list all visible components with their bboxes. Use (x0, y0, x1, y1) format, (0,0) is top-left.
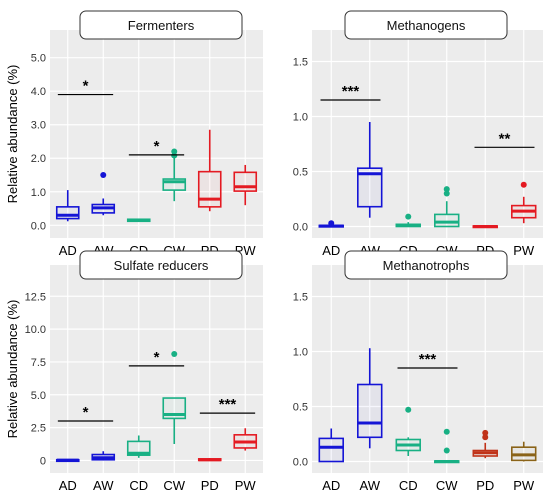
panel-title: Sulfate reducers (114, 258, 209, 273)
box-ad (55, 206, 80, 220)
significance-label: * (154, 138, 160, 155)
plot-background (50, 30, 263, 238)
outlier-point (328, 220, 335, 227)
panel-title: Methanogens (387, 18, 466, 33)
x-tick-label: AD (322, 243, 340, 258)
outlier-point (443, 447, 450, 454)
y-tick-label: 1.0 (293, 112, 308, 124)
title-box (79, 10, 243, 40)
y-tick-label: 0.0 (293, 222, 308, 234)
y-tick-label: 0.5 (293, 167, 308, 179)
panel-sulfate-reducers: ***** 02.55.07.510.012.5 AD AW CD CW PD PW Su… (5, 250, 263, 493)
x-tick-label: AW (360, 478, 381, 493)
y-tick-label: 0.0 (31, 220, 46, 232)
outlier-point (171, 148, 178, 155)
significance-label: *** (419, 351, 437, 368)
y-tick-label: 2.0 (31, 153, 46, 165)
y-axis-label: Relative abundance (%) (5, 300, 20, 439)
box-series (318, 122, 537, 229)
outlier-point (443, 428, 450, 435)
y-tick-label: 1.0 (31, 187, 46, 199)
x-tick-label: CD (399, 478, 418, 493)
plot-background (312, 30, 543, 238)
outlier-point (100, 172, 107, 179)
significance-label: * (83, 404, 89, 421)
x-tick-labels: AD AW CD CW PD PW (322, 478, 535, 493)
y-tick-label: 1.0 (293, 347, 308, 359)
y-tick-label: 1.5 (293, 292, 308, 304)
y-tick-label: 10.0 (25, 324, 46, 336)
plot-background (312, 265, 543, 473)
significance-markers: ***** (320, 83, 535, 148)
x-tick-label: PW (513, 243, 535, 258)
y-tick-label: 12.5 (25, 291, 46, 303)
y-tick-label: 5.0 (31, 390, 46, 402)
x-tick-label: CW (163, 478, 185, 493)
title-box (344, 10, 508, 40)
outlier-point (443, 186, 450, 193)
box-cw (162, 178, 187, 191)
y-tick-label: 0.0 (293, 457, 308, 469)
y-tick-label: 5.0 (31, 53, 46, 65)
y-tick-labels: 0.0 0.5 1.0 1.5 (293, 57, 308, 234)
outlier-point (482, 434, 489, 441)
box-pw (233, 171, 258, 192)
x-tick-labels: AD AW CD CW PD PW (59, 478, 257, 493)
significance-label: * (83, 78, 89, 95)
x-tick-label: PD (476, 478, 494, 493)
box-aw (357, 167, 383, 208)
box-ad (318, 437, 344, 463)
x-tick-label: AD (322, 478, 340, 493)
outlier-point (520, 181, 527, 188)
y-axis-label: Relative abundance (%) (5, 65, 20, 204)
title-box (79, 250, 243, 280)
outlier-point (171, 351, 178, 358)
x-tick-label: CW (436, 478, 458, 493)
significance-label: *** (219, 396, 237, 413)
x-tick-label: AD (59, 243, 77, 258)
panel-title: Methanotrophs (383, 258, 470, 273)
y-tick-label: 0.5 (293, 402, 308, 414)
y-tick-label: 2.5 (31, 423, 46, 435)
box-series (55, 129, 258, 223)
title-box (344, 250, 508, 280)
x-tick-label: PW (235, 478, 257, 493)
y-tick-labels: 0 2.5 5.0 7.5 10.0 12.5 (25, 291, 46, 467)
outlier-point (482, 429, 489, 436)
box-series (55, 351, 258, 463)
significance-label: *** (342, 83, 360, 100)
box-cw (434, 213, 460, 228)
panel-title: Fermenters (128, 18, 195, 33)
y-tick-label: 3.0 (31, 120, 46, 132)
y-tick-label: 0 (40, 455, 46, 467)
x-tick-label: AD (59, 478, 77, 493)
outlier-point (443, 190, 450, 197)
significance-markers: ** (57, 78, 185, 156)
box-series (318, 348, 537, 464)
significance-markers: *** (397, 351, 458, 369)
gridlines (312, 30, 543, 238)
x-tick-label: AW (93, 478, 114, 493)
box-pd (197, 170, 222, 208)
significance-label: * (154, 349, 160, 366)
plot-background (50, 265, 263, 473)
x-tick-label: PD (201, 478, 219, 493)
box-aw (357, 383, 383, 439)
x-tick-label: PW (513, 478, 535, 493)
outlier-point (405, 406, 412, 413)
significance-label: ** (499, 130, 511, 147)
significance-markers: ***** (57, 349, 256, 422)
outlier-point (405, 213, 412, 220)
gridlines (50, 30, 263, 238)
y-tick-label: 4.0 (31, 86, 46, 98)
y-tick-label: 1.5 (293, 57, 308, 69)
y-tick-label: 7.5 (31, 357, 46, 369)
y-tick-labels: 0.0 0.5 1.0 1.5 (293, 292, 308, 469)
x-tick-label: CD (129, 478, 148, 493)
panel-methanotrophs: *** 0.0 0.5 1.0 1.5 AD AW CD CW PD PW Methanotro… (293, 250, 543, 493)
y-tick-labels: 0.0 1.0 2.0 3.0 4.0 5.0 (31, 53, 46, 233)
